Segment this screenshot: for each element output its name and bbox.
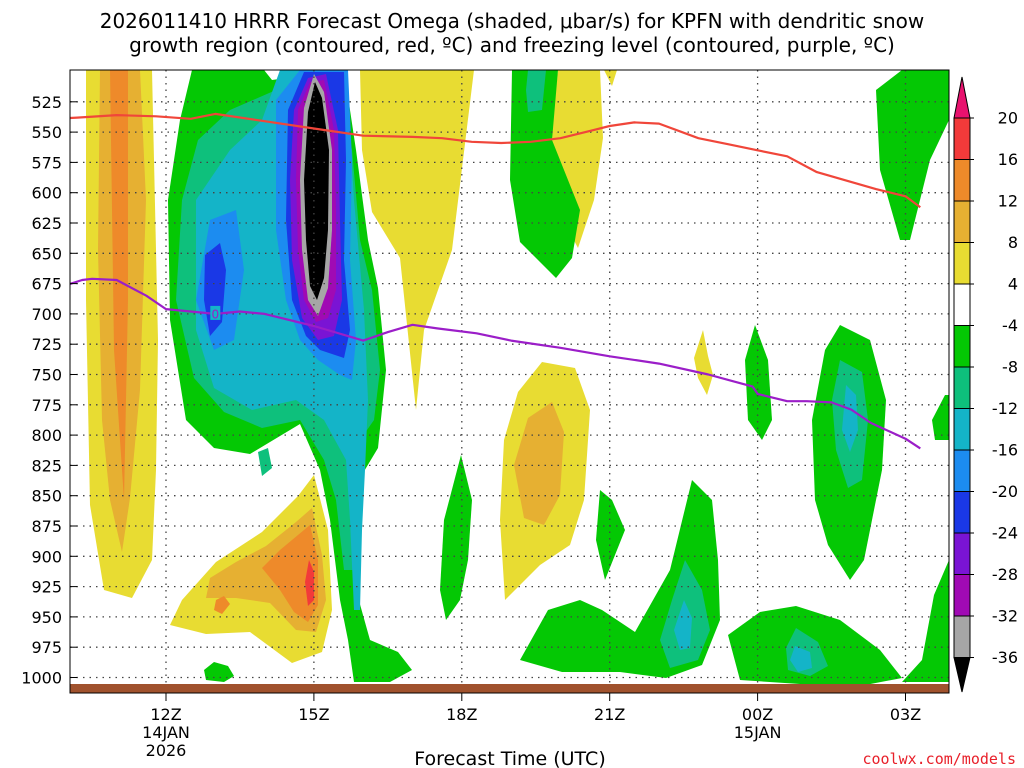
omega-region-negative-8 bbox=[258, 448, 272, 476]
x-tick-label: 12Z bbox=[150, 705, 181, 724]
y-tick-label: 525 bbox=[31, 93, 62, 112]
y-tick-label: 1000 bbox=[21, 669, 62, 688]
chart-title-line2: growth region (contoured, red, ºC) and f… bbox=[129, 33, 895, 57]
x-tick-date: 15JAN bbox=[734, 723, 782, 742]
colorbar-swatch bbox=[953, 491, 971, 534]
colorbar-swatch bbox=[953, 242, 971, 285]
freezing-level-contour-label: 0 bbox=[211, 307, 219, 321]
omega-region-negative-36 bbox=[304, 82, 329, 300]
y-tick-label: 650 bbox=[31, 244, 62, 263]
omega-region-negative-8 bbox=[526, 70, 546, 112]
omega-region-negative-4 bbox=[440, 455, 472, 620]
colorbar-label: -20 bbox=[992, 482, 1018, 501]
x-axis-label: Forecast Time (UTC) bbox=[414, 748, 605, 768]
ground-surface bbox=[70, 684, 949, 693]
y-tick-label: 575 bbox=[31, 153, 62, 172]
y-tick-label: 925 bbox=[31, 578, 62, 597]
colorbar-top-arrow bbox=[953, 76, 971, 119]
y-tick-label: 700 bbox=[31, 305, 62, 324]
y-tick-label: 875 bbox=[31, 517, 62, 536]
omega-region-positive-8 bbox=[514, 402, 564, 525]
omega-region-negative-4 bbox=[876, 70, 949, 240]
colorbar: 20 16 12 8 4 -4 -8 -12 -16 -20 -24 -28 -32 -36 bbox=[953, 76, 1018, 693]
y-tick-label: 800 bbox=[31, 426, 62, 445]
colorbar-swatch bbox=[953, 366, 971, 409]
colorbar-label: -16 bbox=[992, 441, 1018, 460]
omega-shading bbox=[86, 70, 949, 686]
plot-area: 0 bbox=[70, 70, 949, 693]
x-tick-label: 21Z bbox=[594, 705, 625, 724]
omega-region-positive-12 bbox=[214, 596, 230, 614]
colorbar-label: 8 bbox=[1008, 233, 1018, 252]
y-tick-label: 775 bbox=[31, 396, 62, 415]
y-tick-label: 550 bbox=[31, 123, 62, 142]
plot-frame bbox=[69, 69, 950, 694]
colorbar-label: -12 bbox=[992, 399, 1018, 418]
x-tick-label: 00Z bbox=[742, 705, 773, 724]
colorbar-swatch bbox=[953, 532, 971, 575]
omega-region-positive-16 bbox=[305, 560, 314, 606]
colorbar-bottom-arrow bbox=[953, 657, 971, 693]
colorbar-swatch bbox=[953, 159, 971, 202]
omega-region-negative-4 bbox=[510, 70, 580, 278]
freezing-level-contour bbox=[70, 277, 921, 450]
colorbar-swatch bbox=[953, 200, 971, 243]
omega-region-negative-12 bbox=[674, 600, 692, 650]
x-tick-label: 18Z bbox=[446, 705, 477, 724]
colorbar-swatch bbox=[953, 408, 971, 451]
omega-region-positive-12 bbox=[110, 70, 128, 500]
contour-label-bg bbox=[210, 305, 221, 320]
omega-region-negative-12 bbox=[790, 646, 812, 672]
chart-title: 2026011410 HRRR Forecast Omega (shaded, … bbox=[100, 9, 925, 33]
x-tick-label: 15Z bbox=[298, 705, 329, 724]
colorbar-swatch bbox=[953, 615, 971, 658]
x-tick-year: 2026 bbox=[146, 741, 187, 760]
omega-region-positive-4 bbox=[694, 330, 713, 395]
colorbar-label: 12 bbox=[998, 192, 1018, 211]
colorbar-label: -8 bbox=[1002, 358, 1018, 377]
y-tick-label: 600 bbox=[31, 184, 62, 203]
colorbar-swatch bbox=[953, 117, 971, 160]
omega-region-negative-12 bbox=[842, 385, 858, 452]
y-tick-label: 675 bbox=[31, 275, 62, 294]
colorbar-swatch bbox=[953, 325, 971, 368]
y-tick-label: 950 bbox=[31, 608, 62, 627]
omega-region-negative-4 bbox=[596, 490, 625, 580]
colorbar-label: -24 bbox=[992, 524, 1018, 543]
omega-region-negative-4 bbox=[745, 325, 772, 440]
colorbar-label: -32 bbox=[992, 607, 1018, 626]
y-tick-label: 725 bbox=[31, 335, 62, 354]
y-axis: 525 550 575 600 625 650 675 700 725 750 775 800 825 8… bbox=[21, 93, 77, 688]
y-tick-label: 900 bbox=[31, 547, 62, 566]
omega-region-positive-12 bbox=[262, 525, 318, 622]
colorbar-label: 4 bbox=[1008, 275, 1018, 294]
y-tick-label: 850 bbox=[31, 487, 62, 506]
credit-text: coolwx.com/models bbox=[862, 750, 1016, 768]
omega-region-positive-4 bbox=[360, 70, 474, 410]
colorbar-label: 20 bbox=[998, 109, 1018, 128]
omega-region-positive-4 bbox=[604, 70, 617, 86]
y-tick-label: 825 bbox=[31, 456, 62, 475]
dendritic-growth-contour bbox=[70, 112, 921, 209]
contour-lines: 0 bbox=[70, 112, 921, 450]
colorbar-label: -28 bbox=[992, 565, 1018, 584]
colorbar-label: -4 bbox=[1002, 316, 1018, 335]
colorbar-label: 16 bbox=[998, 150, 1018, 169]
colorbar-label: -36 bbox=[992, 648, 1018, 667]
y-tick-label: 750 bbox=[31, 366, 62, 385]
x-tick-date: 14JAN bbox=[142, 723, 190, 742]
x-tick-label: 03Z bbox=[890, 705, 921, 724]
colorbar-swatch bbox=[953, 283, 971, 326]
y-tick-label: 975 bbox=[31, 638, 62, 657]
y-tick-label: 625 bbox=[31, 214, 62, 233]
colorbar-swatch bbox=[953, 449, 971, 492]
colorbar-swatch bbox=[953, 574, 971, 617]
omega-region-negative-4 bbox=[902, 560, 949, 682]
omega-region-negative-4 bbox=[932, 395, 949, 440]
